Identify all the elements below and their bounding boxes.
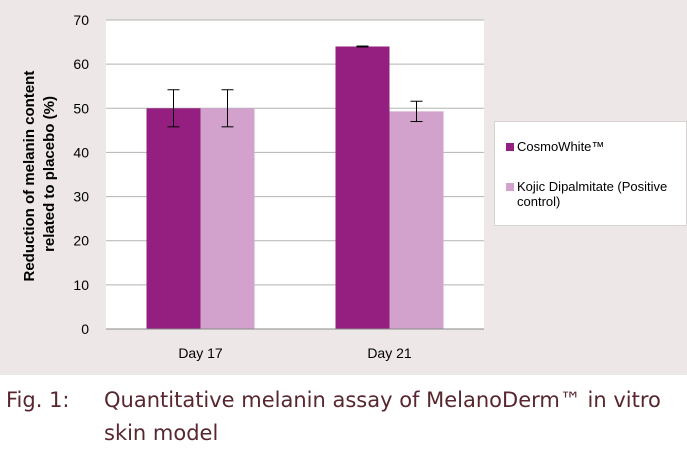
- caption-text: Quantitative melanin assay of MelanoDerm…: [104, 388, 661, 445]
- legend-label: CosmoWhite™: [517, 139, 605, 154]
- bar-chart: 0 10 20 30 40 50 60 70 Day 17 Day 21 Reduction o…: [21, 12, 484, 361]
- y-tick-label: 0: [81, 321, 89, 337]
- legend-swatch-cosmowhite: [506, 143, 514, 151]
- legend: CosmoWhite™ Kojic Dipalmitate (Positive …: [494, 121, 687, 226]
- bar: [146, 108, 201, 330]
- y-tick-label: 30: [73, 189, 89, 205]
- y-tick-label: 40: [73, 144, 89, 160]
- bar: [335, 46, 390, 329]
- error-bars: [167, 45, 423, 128]
- y-axis-title: Reduction of melanin content related to …: [21, 66, 58, 281]
- y-tick-label: 70: [73, 12, 89, 28]
- bar: [389, 111, 444, 329]
- legend-item-kojic: Kojic Dipalmitate (Positive control): [506, 179, 687, 209]
- legend-label: Kojic Dipalmitate (Positive control): [517, 179, 668, 209]
- y-tick-label: 20: [73, 233, 89, 249]
- x-tick-label: Day 17: [178, 345, 223, 361]
- y-tick-label: 50: [73, 100, 89, 116]
- y-tick-labels: 0 10 20 30 40 50 60 70: [73, 12, 89, 337]
- x-tick-labels: Day 17 Day 21: [178, 345, 412, 361]
- y-tick-label: 60: [73, 56, 89, 72]
- chart-panel: 0 10 20 30 40 50 60 70 Day 17 Day 21 Reduction o…: [0, 0, 687, 375]
- x-tick-label: Day 21: [367, 345, 412, 361]
- bar: [200, 108, 255, 330]
- y-tick-label: 10: [73, 277, 89, 293]
- caption-number: Fig. 1:: [6, 388, 70, 412]
- bars: [146, 46, 444, 330]
- legend-swatch-kojic: [506, 183, 514, 191]
- legend-item-cosmowhite: CosmoWhite™: [506, 139, 687, 154]
